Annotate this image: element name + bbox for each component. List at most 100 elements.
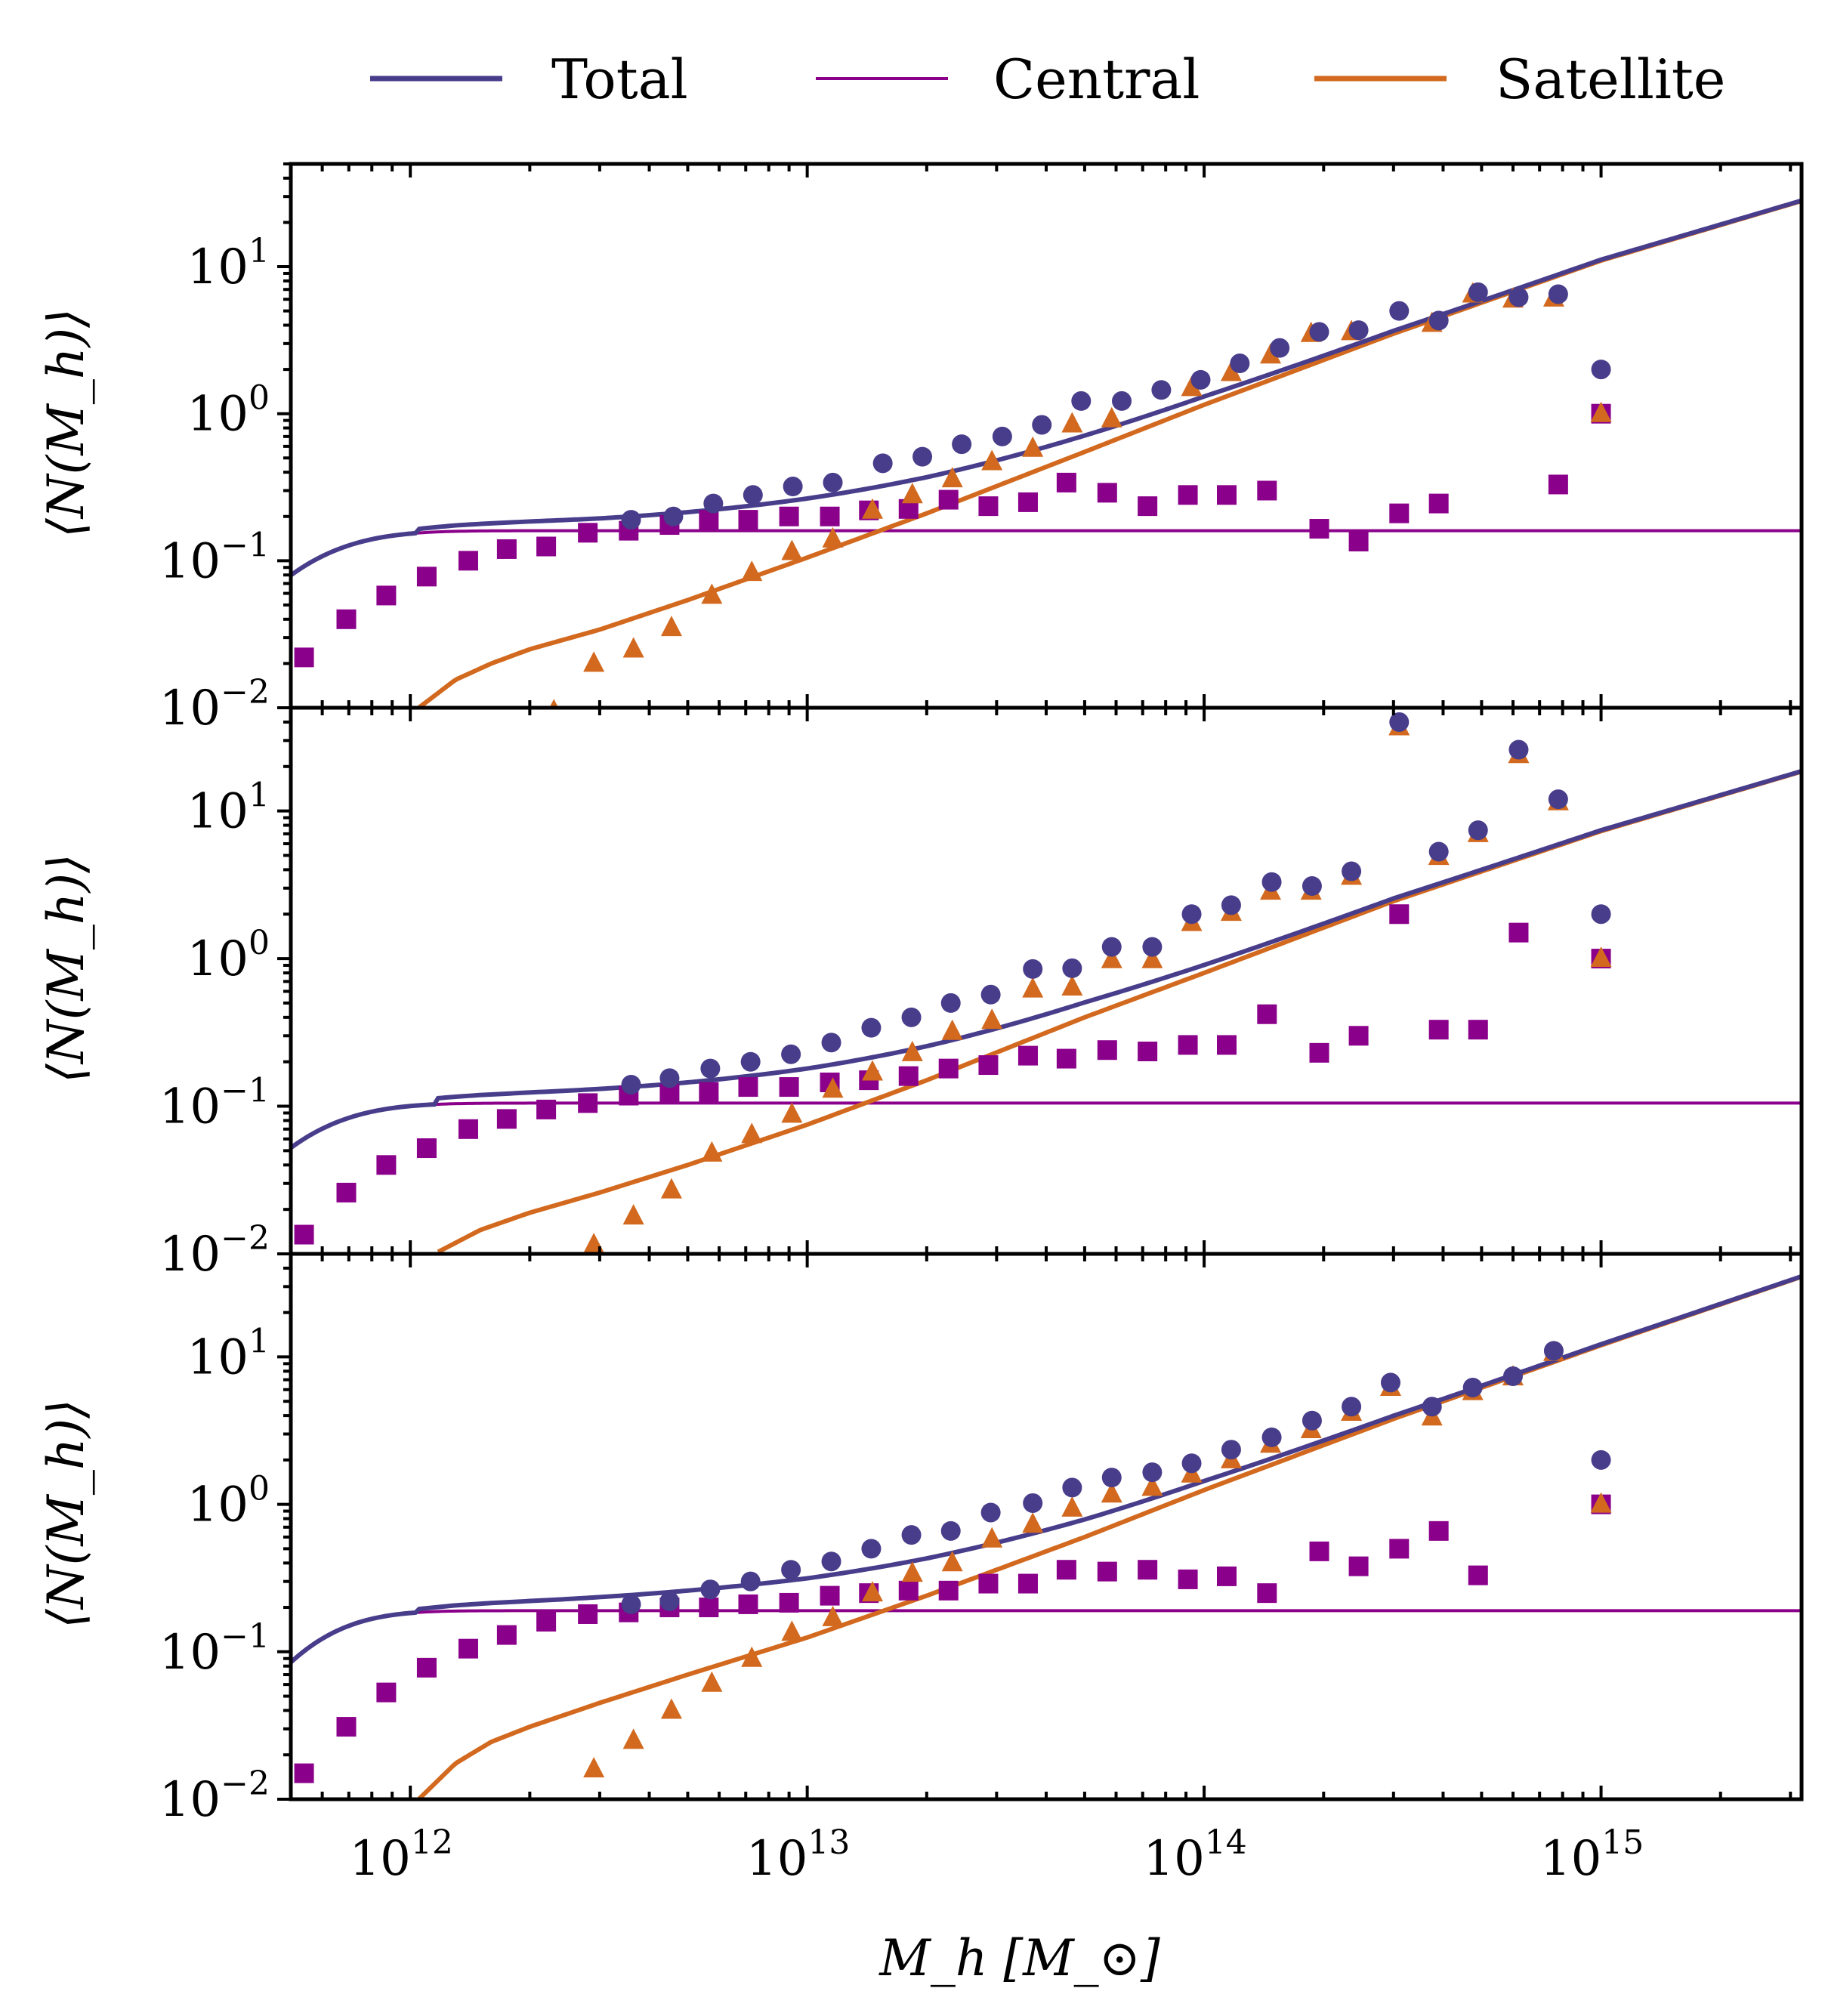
central-data-point [1348, 1556, 1369, 1576]
central-data-point [376, 1155, 397, 1175]
total-data-point [992, 426, 1012, 446]
satellite-data-point [1590, 946, 1612, 968]
total-data-point [980, 1502, 1001, 1523]
total-model-line [291, 769, 1802, 1150]
total-data-point [1270, 338, 1290, 358]
central-data-point [699, 1598, 719, 1618]
satellite-data-point [1061, 412, 1083, 433]
satellite-data-point [901, 483, 923, 504]
y-tick-label-base: 10 [187, 784, 249, 840]
total-data-point [861, 1017, 882, 1038]
total-data-point [1023, 1493, 1043, 1513]
total-data-point [1230, 353, 1250, 374]
central-data-point [938, 1580, 959, 1601]
central-data-point [699, 1082, 719, 1102]
total-data-point [1302, 1410, 1322, 1431]
total-model-line [291, 198, 1802, 578]
x-tick-label-base: 10 [349, 1831, 410, 1887]
total-data-point [861, 1539, 882, 1559]
y-tick-label-exponent: −2 [221, 673, 270, 712]
central-data-point [536, 1099, 557, 1119]
total-data-point [781, 1044, 801, 1064]
total-data-point [940, 993, 961, 1013]
total-data-point [1462, 1377, 1483, 1397]
central-data-point [496, 1109, 517, 1129]
central-data-point [820, 1585, 840, 1606]
x-tick-label: 1014 [1143, 1823, 1246, 1887]
y-tick-label-exponent: 1 [249, 776, 270, 815]
central-data-point [1097, 1040, 1117, 1060]
total-data-point [1112, 391, 1132, 411]
x-tick-label-base: 10 [1540, 1831, 1601, 1887]
central-data-point [1017, 1573, 1038, 1594]
central-data-point [1178, 1569, 1198, 1589]
satellite-data-point [549, 699, 559, 708]
satellite-data-point [622, 1728, 644, 1749]
total-data-point [821, 1551, 841, 1572]
central-data-point [336, 609, 357, 629]
x-tick-label-exponent: 14 [1205, 1823, 1247, 1862]
satellite-data-point [1260, 343, 1282, 364]
central-data-point [1178, 485, 1198, 505]
total-data-point [901, 1525, 922, 1545]
total-data-point [1548, 284, 1568, 304]
y-axis-label-panel-1: ⟨N(M_h)⟩ [37, 308, 95, 538]
satellite-data-point [660, 1698, 682, 1719]
total-data-point [1348, 320, 1369, 341]
central-data-point [1017, 1045, 1038, 1066]
panels-layer: 10−210−110010110−210−110010110−210−11001… [159, 162, 1804, 1887]
total-data-point [1023, 959, 1043, 979]
x-tick-label: 1015 [1540, 1823, 1644, 1887]
y-tick-label-exponent: 0 [249, 379, 270, 418]
satellite-data-point [1022, 1512, 1044, 1533]
central-data-point [1138, 1042, 1158, 1062]
satellite-data-point [583, 1757, 605, 1778]
x-axis-label: M_h [M_⊙] [878, 1929, 1160, 1987]
x-ticks [289, 708, 1792, 1254]
satellite-data-point [862, 1060, 884, 1081]
central-data-point [536, 536, 557, 557]
x-tick-label-base: 10 [1143, 1831, 1204, 1887]
central-data-point [738, 1077, 758, 1098]
central-data-point [779, 506, 799, 526]
total-data-point [1548, 789, 1568, 810]
total-data-point [823, 472, 843, 492]
central-data-point [1257, 1583, 1277, 1604]
total-data-point [783, 477, 803, 497]
central-model-line [291, 529, 1802, 577]
central-data-point [1389, 1539, 1410, 1559]
central-data-point [1097, 1561, 1117, 1582]
satellite-data-point [901, 1040, 923, 1061]
total-data-point [663, 506, 684, 526]
central-data-point [1257, 480, 1277, 501]
y-tick-label-exponent: −2 [221, 1764, 270, 1803]
legend-label-total: Total [551, 48, 688, 111]
central-data-point [1097, 483, 1117, 503]
y-tick-label-base: 10 [159, 1079, 221, 1135]
satellite-data-point [741, 560, 763, 582]
legend: Total Central Satellite [370, 48, 1725, 111]
total-data-point [980, 984, 1001, 1005]
central-data-point [336, 1717, 357, 1737]
total-model-line [291, 1274, 1802, 1665]
satellite-data-point [1590, 401, 1612, 422]
central-data-point [738, 510, 758, 530]
x-ticks [289, 1254, 1792, 1799]
satellite-data-point [1181, 375, 1203, 397]
central-data-point [1056, 1048, 1076, 1069]
central-data-point [1309, 519, 1329, 539]
satellite-data-point [781, 1102, 803, 1123]
total-data-point [1190, 369, 1211, 390]
satellite-data-point [1061, 1496, 1083, 1517]
satellite-data-point [862, 498, 884, 519]
central-data-point [376, 585, 397, 606]
central-data-point [294, 647, 314, 668]
total-data-point [1062, 958, 1082, 978]
satellite-data-point [1022, 977, 1044, 998]
total-data-point [621, 510, 641, 530]
total-data-point [700, 1579, 721, 1600]
total-data-point [740, 1051, 761, 1072]
total-data-point [1302, 876, 1322, 897]
satellite-data-point [1101, 1482, 1122, 1503]
